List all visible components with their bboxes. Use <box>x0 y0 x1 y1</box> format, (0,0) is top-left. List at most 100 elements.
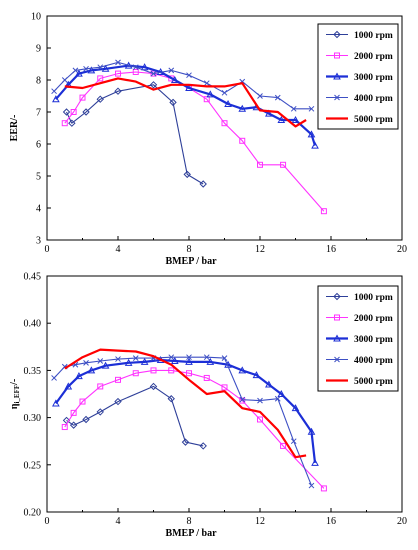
data-point-marker <box>257 416 263 423</box>
x-tick-label: 16 <box>326 244 336 255</box>
data-point-marker <box>61 424 68 431</box>
data-point-marker <box>87 366 96 374</box>
data-point-marker <box>62 108 71 116</box>
y-tick-label: 4 <box>36 204 41 215</box>
y-axis-title: EER/- <box>9 115 20 142</box>
data-point-marker <box>203 80 210 87</box>
efficiency-chart: 0 4 8 12 16 20 0.20 0.25 0.30 0.35 0.40 0.45 BMEP / … <box>9 272 407 540</box>
y-tick-label: 0.35 <box>24 366 42 377</box>
data-point-marker <box>181 438 190 446</box>
data-point-marker <box>221 120 228 127</box>
data-point-marker <box>51 375 57 381</box>
data-point-marker <box>183 170 191 179</box>
y-tick-label: 5 <box>36 172 41 183</box>
data-point-marker <box>290 105 297 112</box>
data-point-marker <box>68 119 76 127</box>
series-2000-rpm <box>61 69 327 215</box>
data-point-marker <box>149 382 158 391</box>
data-point-marker <box>69 421 78 429</box>
data-point-marker <box>97 358 104 364</box>
data-point-marker <box>150 367 157 374</box>
series-line <box>64 71 325 212</box>
data-point-marker <box>101 64 110 72</box>
data-point-marker <box>170 356 179 364</box>
data-point-marker <box>75 69 83 77</box>
y-tick-label: 8 <box>36 76 41 87</box>
y-tick-label: 6 <box>36 140 41 151</box>
y-tick-label: 10 <box>31 12 41 23</box>
legend-label: 5000 rpm <box>354 377 393 387</box>
data-point-marker <box>115 356 121 362</box>
legend-label: 3000 rpm <box>354 73 393 83</box>
y-axis-title-suffix: /- <box>9 379 20 386</box>
data-point-marker <box>186 370 192 377</box>
y-tick-label: 0.25 <box>24 460 42 471</box>
data-point-marker <box>206 357 215 365</box>
data-point-marker <box>168 367 175 374</box>
x-axis-title: BMEP / bar <box>165 256 217 267</box>
data-point-marker <box>307 427 316 435</box>
data-point-marker <box>239 397 246 404</box>
x-tick-label: 12 <box>255 516 265 527</box>
x-tick-label: 20 <box>397 244 407 255</box>
data-point-marker <box>96 408 104 416</box>
data-point-marker <box>124 358 133 366</box>
legend: 1000 rpm 2000 rpm 3000 rpm 4000 rpm 5000 rpm <box>317 23 399 130</box>
legend-label: 1000 rpm <box>354 293 393 303</box>
data-point-marker <box>320 485 327 492</box>
data-point-marker <box>169 98 177 107</box>
series-3000-rpm <box>52 61 319 149</box>
data-point-marker <box>203 374 210 381</box>
legend-label: 1000 rpm <box>354 31 393 41</box>
data-point-marker <box>224 99 232 107</box>
data-point-marker <box>238 104 247 112</box>
data-point-marker <box>277 115 286 123</box>
data-point-marker <box>132 355 139 361</box>
data-point-marker <box>334 314 340 321</box>
data-point-marker <box>168 67 175 74</box>
data-point-marker <box>290 438 297 445</box>
y-axis-title-main: EER/- <box>9 115 20 142</box>
data-point-marker <box>221 355 228 361</box>
data-point-marker <box>308 105 315 112</box>
data-point-marker <box>132 370 139 377</box>
data-point-marker <box>257 93 263 99</box>
data-point-marker <box>221 89 228 96</box>
data-point-marker <box>333 334 341 342</box>
data-point-marker <box>132 69 139 75</box>
data-point-marker <box>206 90 215 98</box>
data-point-marker <box>149 81 158 89</box>
legend: 1000 rpm 2000 rpm 3000 rpm 4000 rpm 5000 rpm <box>317 285 399 392</box>
series-4000-rpm <box>51 354 315 489</box>
data-point-marker <box>97 75 104 82</box>
data-point-marker <box>167 395 175 403</box>
data-point-marker <box>203 96 210 103</box>
data-point-marker <box>199 180 207 188</box>
y-axis-title: ηi_EFF/- <box>9 379 21 409</box>
legend-label: 4000 rpm <box>354 356 393 366</box>
x-tick-label: 16 <box>326 516 336 527</box>
data-point-marker <box>97 383 104 390</box>
data-point-marker <box>320 208 327 215</box>
series-line <box>64 77 307 128</box>
y-axis-title-main: η <box>9 403 20 409</box>
data-point-marker <box>186 354 192 361</box>
data-point-marker <box>334 52 340 59</box>
data-point-marker <box>79 398 86 405</box>
data-point-marker <box>96 95 104 103</box>
data-point-marker <box>79 94 86 101</box>
data-point-marker <box>82 415 90 424</box>
series-line <box>55 358 317 464</box>
data-point-marker <box>308 482 315 489</box>
data-point-marker <box>114 87 122 95</box>
series-2000-rpm <box>61 367 327 492</box>
series-line <box>55 64 317 146</box>
series-line <box>64 348 307 459</box>
x-tick-label: 8 <box>187 244 192 255</box>
data-point-marker <box>274 94 281 101</box>
y-tick-label: 3 <box>36 236 41 247</box>
series-5000-rpm <box>64 77 307 128</box>
series-line <box>64 369 325 489</box>
y-tick-label: 0.45 <box>24 272 42 283</box>
data-point-marker <box>52 95 60 103</box>
